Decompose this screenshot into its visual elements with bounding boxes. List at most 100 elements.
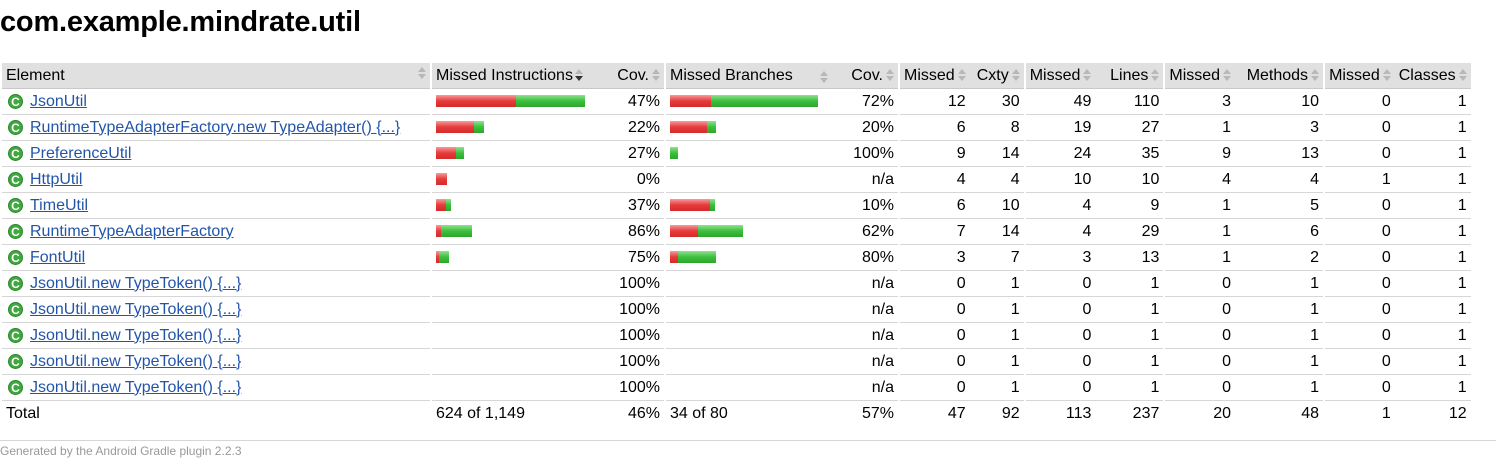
element-link[interactable]: HttpUtil	[30, 170, 83, 188]
missed-methods-cell: 4	[1163, 166, 1236, 193]
missed-classes-cell: 0	[1323, 192, 1395, 219]
table-row: C JsonUtil.new TypeToken() {...} 100% n/a 0 1…	[2, 374, 1471, 401]
missed-cxty-cell: 7	[898, 218, 970, 245]
instr-cov-cell: 37%	[600, 192, 665, 219]
element-link[interactable]: JsonUtil.new TypeToken() {...}	[30, 378, 242, 396]
header-missed-branches[interactable]: Missed Branches	[664, 63, 832, 89]
cxty-cell: 7	[969, 244, 1025, 271]
cxty-cell: 14	[969, 140, 1025, 167]
lines-cell: 1	[1095, 374, 1165, 401]
total-branches: 34 of 80	[664, 400, 832, 426]
element-link[interactable]: JsonUtil	[30, 92, 87, 110]
classes-cell: 1	[1394, 218, 1471, 245]
element-cell: C JsonUtil.new TypeToken() {...}	[2, 374, 431, 401]
element-link[interactable]: RuntimeTypeAdapterFactory.new TypeAdapte…	[30, 118, 401, 136]
branches-coverage-bar-missed	[670, 225, 698, 238]
instructions-bar-cell	[430, 348, 600, 375]
class-c-icon: C	[8, 276, 23, 291]
class-c-icon: C	[8, 172, 23, 187]
element-link[interactable]: JsonUtil.new TypeToken() {...}	[30, 352, 242, 370]
instr-cov-cell: 47%	[600, 88, 665, 115]
element-link[interactable]: RuntimeTypeAdapterFactory	[30, 222, 234, 240]
missed-classes-cell: 0	[1323, 244, 1395, 271]
total-methods: 48	[1301, 404, 1320, 422]
branches-bar-cell	[664, 192, 832, 219]
element-link[interactable]: FontUtil	[30, 248, 86, 266]
element-cell: C JsonUtil.new TypeToken() {...}	[2, 322, 431, 349]
sort-desc-icon	[574, 69, 583, 82]
lines-cell: 1	[1095, 348, 1165, 375]
missed-methods-cell: 1	[1163, 244, 1236, 271]
missed-methods-cell: 0	[1163, 374, 1236, 401]
header-element[interactable]: Element	[2, 63, 431, 89]
cxty-cell: 1	[969, 322, 1025, 349]
instructions-coverage-bar	[436, 147, 464, 160]
missed-methods-cell: 0	[1163, 270, 1236, 297]
methods-cell: 6	[1235, 218, 1325, 245]
total-missed-lines: 113	[1023, 400, 1096, 426]
branch-cov-cell: n/a	[832, 348, 899, 375]
header-missed-classes[interactable]: Missed	[1323, 63, 1395, 89]
class-c-icon: C	[8, 120, 23, 135]
branches-coverage-bar	[670, 225, 743, 238]
page-title: com.example.mindrate.util	[0, 6, 361, 38]
instructions-bar-cell	[430, 270, 600, 297]
missed-cxty-cell: 4	[898, 166, 970, 193]
instructions-coverage-bar	[436, 199, 451, 212]
missed-lines-cell: 10	[1023, 166, 1096, 193]
header-missed-instructions[interactable]: Missed Instructions	[430, 63, 600, 89]
header-branch-cov[interactable]: Cov.	[832, 63, 899, 89]
total-missed-cxty: 47	[898, 400, 970, 426]
missed-cxty-cell: 0	[898, 296, 970, 323]
missed-classes-cell: 0	[1323, 88, 1395, 115]
lines-cell: 10	[1095, 166, 1165, 193]
branches-bar-cell	[664, 296, 832, 323]
cxty-cell: 1	[969, 296, 1025, 323]
instr-cov-cell: 100%	[600, 374, 665, 401]
methods-cell: 1	[1235, 348, 1325, 375]
instructions-coverage-bar	[436, 95, 585, 108]
element-link[interactable]: JsonUtil.new TypeToken() {...}	[30, 274, 242, 292]
branch-cov-cell: 100%	[832, 140, 899, 167]
instructions-coverage-bar-covered	[439, 251, 449, 264]
missed-cxty-cell: 0	[898, 374, 970, 401]
element-link[interactable]: JsonUtil.new TypeToken() {...}	[30, 326, 242, 344]
cxty-cell: 4	[969, 166, 1025, 193]
missed-cxty-cell: 6	[898, 114, 970, 141]
instr-cov-cell: 22%	[600, 114, 665, 141]
lines-cell: 1	[1095, 322, 1165, 349]
branches-coverage-bar-missed	[670, 121, 707, 134]
class-c-icon: C	[8, 354, 23, 369]
header-missed-cxty[interactable]: Missed	[898, 63, 970, 89]
branches-coverage-bar-covered	[678, 251, 716, 264]
branches-coverage-bar-covered	[698, 225, 743, 238]
branches-bar-cell	[664, 140, 832, 167]
header-cxty[interactable]: Cxty	[969, 63, 1025, 89]
instructions-bar-cell	[430, 114, 600, 141]
header-instr-cov[interactable]: Cov.	[600, 63, 665, 89]
missed-classes-cell: 0	[1323, 296, 1395, 323]
element-link[interactable]: PreferenceUtil	[30, 144, 132, 162]
header-methods[interactable]: Methods	[1235, 63, 1325, 89]
classes-cell: 1	[1394, 114, 1471, 141]
instructions-coverage-bar-covered	[516, 95, 585, 108]
sort-icon	[1223, 69, 1232, 82]
element-link[interactable]: TimeUtil	[30, 196, 89, 214]
header-missed-methods[interactable]: Missed	[1163, 63, 1236, 89]
total-cxty: 92	[1001, 404, 1020, 422]
instructions-bar-cell	[430, 322, 600, 349]
header-classes[interactable]: Classes	[1394, 63, 1471, 89]
header-lines[interactable]: Lines	[1095, 63, 1165, 89]
missed-classes-cell: 0	[1323, 374, 1395, 401]
branches-coverage-bar-covered	[670, 147, 678, 160]
table-row: C JsonUtil.new TypeToken() {...} 100% n/a 0 1…	[2, 348, 1471, 375]
branches-coverage-bar	[670, 199, 715, 212]
header-missed-lines[interactable]: Missed	[1023, 63, 1096, 89]
branches-bar-cell	[664, 166, 832, 193]
branches-coverage-bar-covered	[711, 95, 818, 108]
branch-cov-cell: n/a	[832, 296, 899, 323]
element-link[interactable]: JsonUtil.new TypeToken() {...}	[30, 300, 242, 318]
missed-methods-cell: 1	[1163, 192, 1236, 219]
element-cell: C JsonUtil.new TypeToken() {...}	[2, 270, 431, 297]
table-row: C JsonUtil.new TypeToken() {...} 100% n/a 0 1…	[2, 322, 1471, 349]
